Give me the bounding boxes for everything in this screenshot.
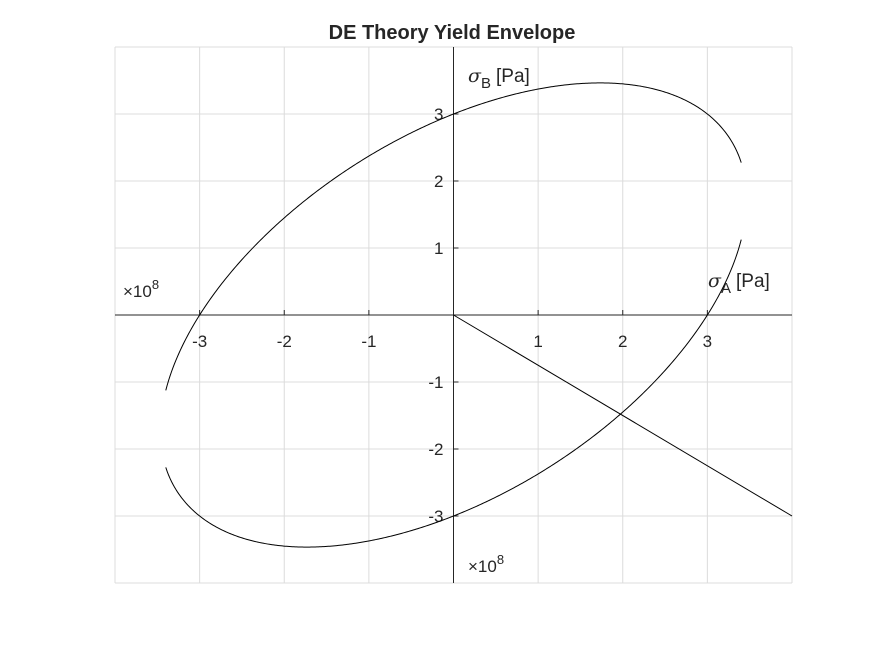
chart-title: DE Theory Yield Envelope (329, 22, 576, 44)
y-tick-label: 3 (434, 105, 443, 124)
series (165, 82, 793, 548)
y-axis-label-symbol: σ (468, 65, 482, 87)
x-tick-label: 1 (533, 332, 542, 351)
x-axis-label-symbol: σ (708, 270, 722, 292)
y-tick-label: -3 (428, 507, 443, 526)
x-exponent-power: 8 (152, 277, 159, 292)
y-exponent-prefix: ×10 (468, 557, 497, 576)
load-line (453, 314, 793, 517)
x-tick-label: 3 (703, 332, 712, 351)
y-tick-label: 1 (434, 239, 443, 258)
y-exponent-power: 8 (497, 552, 504, 567)
x-tick-label: -1 (361, 332, 376, 351)
y-axis-label: σB [Pa] (468, 65, 530, 92)
y-tick-label: -1 (428, 373, 443, 392)
x-exponent-prefix: ×10 (123, 282, 152, 301)
yield-envelope-upper (165, 82, 742, 391)
tick-labels: -3 -2 -1 1 2 3 -3 -2 -1 1 2 3 (192, 105, 712, 526)
x-exponent-label: ×108 (123, 277, 159, 301)
y-tick-label: 2 (434, 172, 443, 191)
x-tick-label: -3 (192, 332, 207, 351)
yield-envelope-lower (165, 239, 742, 548)
x-axis-label: σA [Pa] (708, 270, 770, 297)
x-tick-label: -2 (277, 332, 292, 351)
y-tick-label: -2 (428, 440, 443, 459)
y-axis-label-unit: [Pa] (496, 66, 530, 87)
x-axis-label-subscript: A (721, 280, 731, 297)
x-axis-label-unit: [Pa] (736, 271, 770, 292)
y-exponent-label: ×108 (468, 552, 504, 576)
x-tick-label: 2 (618, 332, 627, 351)
y-axis-label-subscript: B (481, 75, 491, 92)
